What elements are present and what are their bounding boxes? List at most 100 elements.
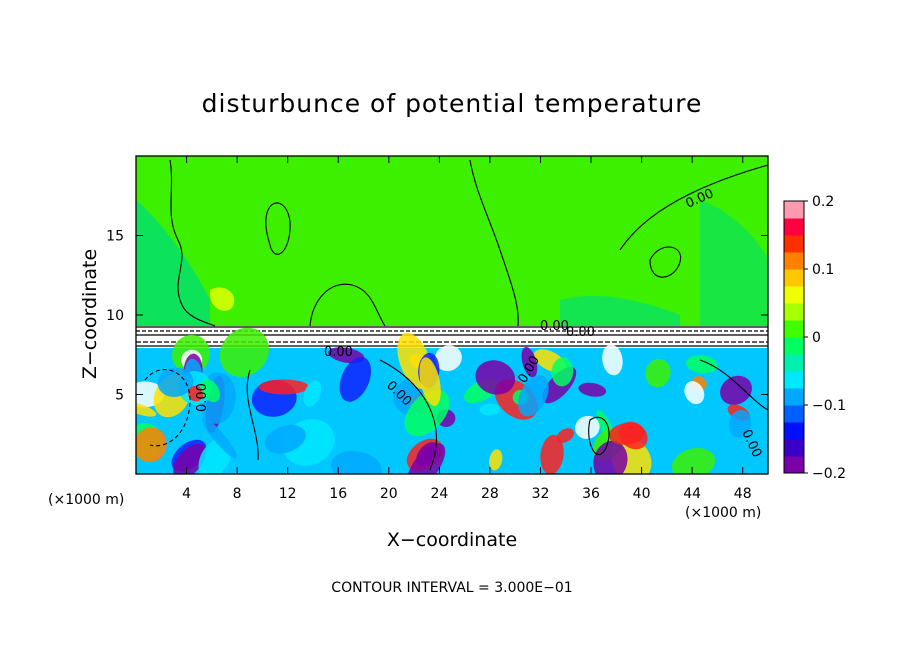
contour-line — [246, 369, 259, 461]
turbulence-blob — [645, 358, 671, 388]
x-tick-label: 16 — [329, 486, 347, 502]
colorbar-swatch — [784, 201, 804, 219]
turbulence-blob — [556, 428, 575, 443]
colorbar-swatch — [784, 439, 804, 457]
turbulence-blob — [578, 382, 607, 397]
y-axis-title: Z−coordinate — [79, 249, 101, 379]
turbulence-blob — [339, 356, 372, 402]
turbulence-blob — [188, 385, 204, 402]
contour-interval-text: CONTOUR INTERVAL = 3.000E−01 — [331, 580, 572, 596]
colorbar-swatch — [784, 405, 804, 423]
colorbar-swatch — [784, 269, 804, 287]
x-tick-label: 48 — [734, 486, 752, 502]
contour-label: 0.00 — [540, 319, 569, 334]
turbulence-blob — [720, 375, 752, 405]
colorbar-swatch — [784, 354, 804, 372]
upper-field-patch — [560, 295, 680, 328]
turbulence-blob — [200, 379, 221, 403]
colorbar-swatch — [784, 218, 804, 236]
colorbar-tick-label: −0.1 — [812, 398, 846, 414]
x-tick-label: 28 — [481, 486, 499, 502]
turbulence-blob — [489, 449, 503, 471]
turbulence-blob — [475, 360, 516, 395]
contour-line — [265, 202, 291, 255]
upper-field — [136, 156, 768, 328]
x-tick-label: 12 — [279, 486, 297, 502]
contour-label: 0.00 — [324, 345, 353, 360]
turbulence-blob — [173, 443, 207, 474]
colorbar-labels: 0.2 0.1 0 −0.1 −0.2 — [804, 194, 846, 482]
colorbar-swatch — [784, 422, 804, 440]
turbulence-blob — [684, 381, 705, 405]
x-unit-right: (×1000 m) — [685, 505, 761, 521]
colorbar-swatch — [784, 252, 804, 270]
turbulence-blob — [551, 357, 574, 387]
turbulence-blob — [258, 379, 309, 395]
x-tick-label: 32 — [532, 486, 550, 502]
turbulence-blob — [479, 403, 500, 416]
x-tick-label: 40 — [633, 486, 651, 502]
turbulence-blob — [608, 422, 645, 445]
turbulence-blob — [219, 327, 269, 377]
turbulence-blobs — [136, 327, 752, 474]
plot-area: 0.00 0.00 0.00 0.00 0.00 0.00 0.00 0.00 — [136, 156, 768, 474]
turbulence-blob — [671, 448, 715, 474]
colorbar-swatch — [784, 456, 804, 474]
colorbar-tick-label: 0.1 — [812, 262, 834, 278]
colorbar-tick-label: −0.2 — [812, 466, 846, 482]
turbulence-blob — [728, 409, 752, 438]
colorbar-swatch — [784, 235, 804, 253]
turbulence-blob — [521, 346, 538, 378]
colorbar-swatch — [784, 286, 804, 304]
x-axis-title: X−coordinate — [387, 529, 517, 551]
contour-label: 0.00 — [195, 383, 210, 412]
colorbar-swatch — [784, 320, 804, 338]
upper-field-patch — [136, 200, 210, 328]
contour-line — [469, 159, 519, 327]
x-tick-label: 4 — [182, 486, 191, 502]
x-tick-label: 36 — [582, 486, 600, 502]
turbulence-blob — [331, 450, 382, 474]
x-tick-label: 44 — [683, 486, 701, 502]
x-tick-label: 20 — [380, 486, 398, 502]
axis-ticks — [136, 156, 768, 474]
x-tick-label: 8 — [233, 486, 242, 502]
upper-field-patch — [700, 200, 768, 328]
contour-line — [379, 359, 437, 471]
x-tick-label: 24 — [430, 486, 448, 502]
colorbar-swatch — [784, 371, 804, 389]
colorbar-swatch — [784, 303, 804, 321]
turbulence-blob — [201, 417, 237, 459]
upper-field-patch — [209, 287, 235, 311]
turbulence-blob — [157, 367, 194, 397]
turbulence-blob — [540, 434, 564, 474]
contour-line — [699, 359, 768, 411]
contour-lines — [144, 159, 768, 471]
contour-label: 0.00 — [566, 325, 595, 340]
turbulence-blob — [264, 424, 306, 454]
y-tick-label: 5 — [115, 388, 124, 404]
turbulence-blob — [686, 355, 718, 374]
colorbar-tick-label: 0.2 — [812, 194, 834, 210]
contour-line — [144, 369, 191, 447]
contour-line — [619, 164, 768, 251]
turbulence-blob — [602, 344, 623, 376]
contour-line — [649, 246, 682, 278]
contour-line — [169, 159, 216, 327]
turbulence-blob — [575, 415, 600, 440]
turbulence-blob — [434, 345, 462, 372]
y-tick-label: 10 — [106, 308, 124, 324]
y-tick-label: 15 — [106, 229, 124, 245]
turbulence-blob — [593, 440, 628, 474]
turbulence-blob — [518, 375, 549, 417]
contour-line — [309, 283, 386, 327]
colorbar — [784, 201, 804, 474]
colorbar-swatch — [784, 337, 804, 355]
turbulence-blob — [136, 402, 157, 417]
contour-line — [588, 417, 610, 456]
chart-title: disturbunce of potential temperature — [202, 89, 703, 118]
colorbar-tick-label: 0 — [812, 330, 821, 346]
turbulence-blob — [303, 380, 322, 407]
